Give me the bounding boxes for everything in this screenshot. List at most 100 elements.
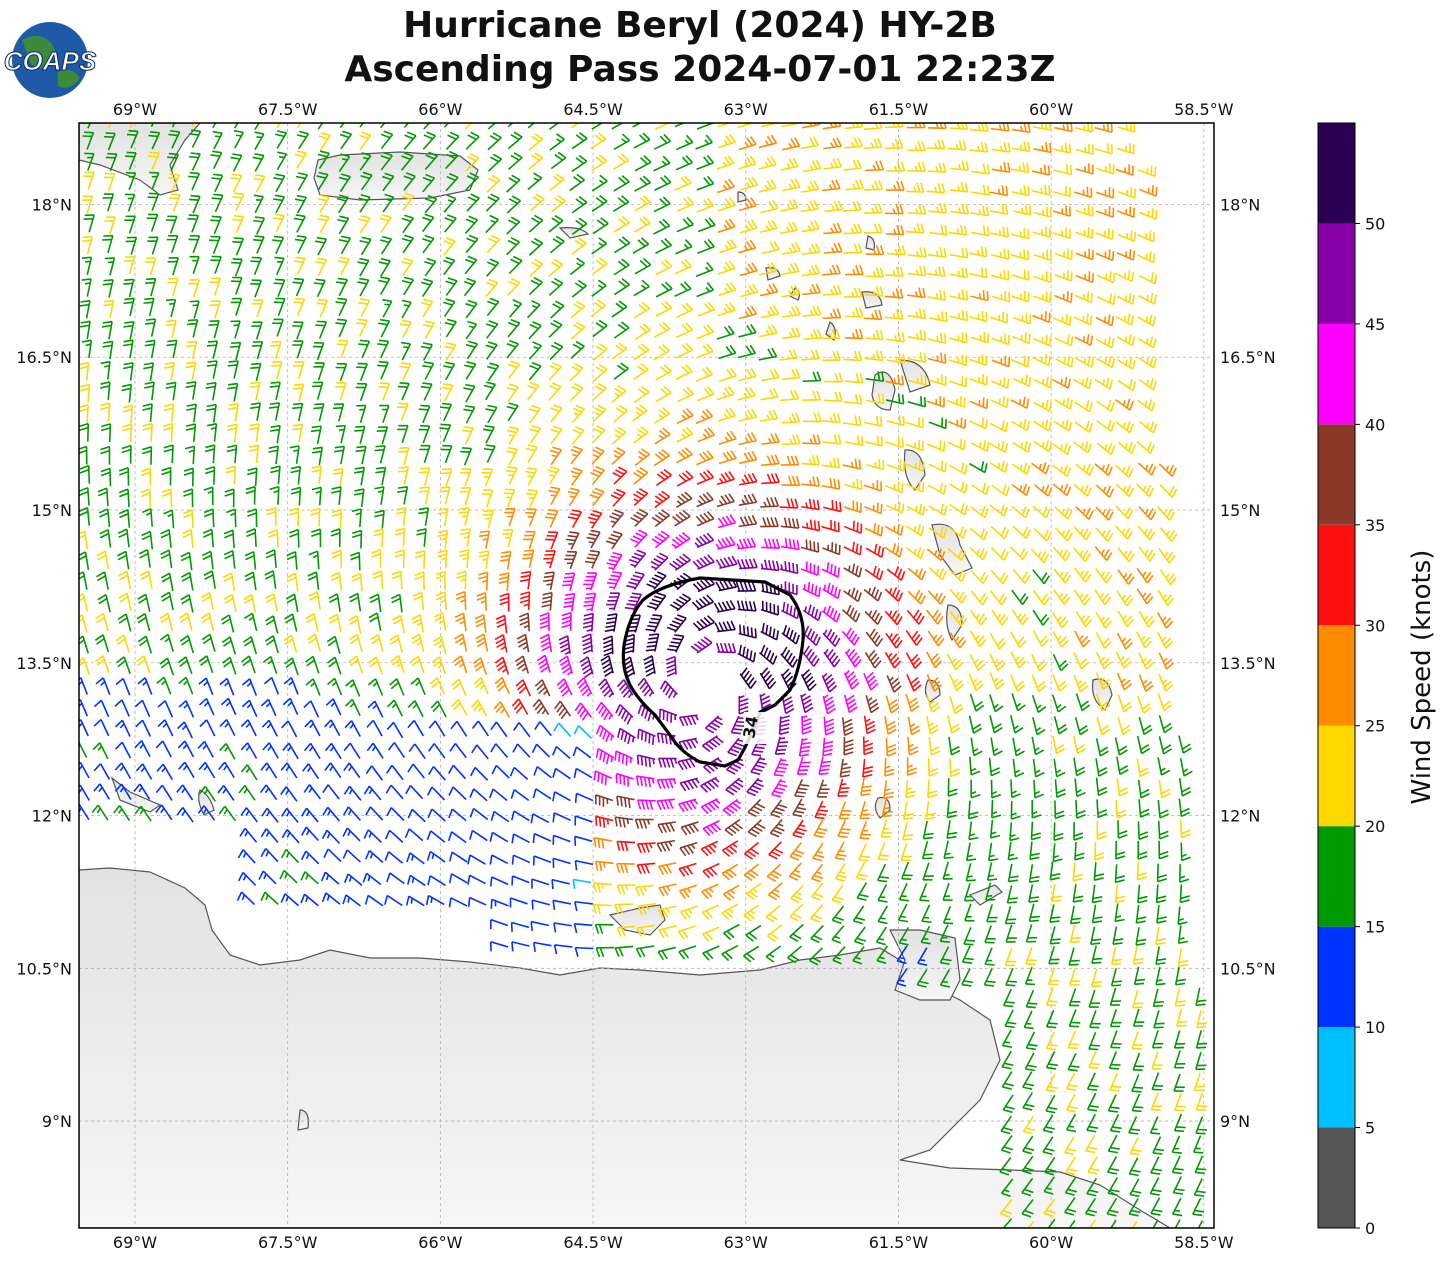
wind-barb — [294, 235, 307, 254]
wind-barb — [378, 318, 391, 338]
wind-barb — [675, 491, 693, 509]
colorbar-bin — [1318, 826, 1355, 927]
wind-barb — [1075, 205, 1094, 217]
wind-barb — [611, 123, 624, 130]
wind-barb — [946, 653, 963, 671]
wind-barb — [675, 134, 694, 151]
wind-barb — [1138, 716, 1153, 736]
wind-barb — [122, 423, 133, 443]
wind-barb — [716, 155, 735, 170]
wind-barb — [1115, 421, 1134, 434]
wind-barb — [485, 404, 498, 424]
wind-barb — [1054, 334, 1074, 347]
wind-barb — [81, 339, 93, 359]
wind-barb — [634, 195, 652, 212]
wind-barb — [739, 472, 758, 486]
wind-barb — [308, 550, 320, 570]
colorbar-bin — [1318, 725, 1355, 827]
wind-barb — [948, 375, 967, 388]
wind-barb — [928, 417, 947, 430]
wind-barb — [1052, 227, 1071, 240]
wind-barb — [626, 571, 645, 591]
wind-barb — [761, 241, 780, 255]
wind-barb — [440, 402, 453, 422]
wind-barb — [991, 484, 1010, 497]
wind-barb — [543, 550, 556, 569]
wind-barb — [336, 339, 349, 358]
wind-barb — [761, 454, 780, 467]
wind-barb — [141, 508, 154, 527]
wind-barb — [1011, 589, 1029, 606]
wind-barb — [801, 519, 821, 532]
wind-barb — [276, 151, 288, 171]
wind-barb — [645, 633, 660, 652]
wind-barb — [884, 716, 897, 735]
wind-barb — [611, 342, 628, 360]
wind-barb — [157, 719, 174, 737]
wind-barb — [355, 318, 368, 338]
wind-barb — [782, 305, 801, 318]
wind-barb — [970, 225, 990, 237]
wind-barb — [822, 628, 841, 647]
wind-barb — [548, 258, 563, 277]
wind-barb — [906, 460, 925, 473]
wind-barb — [335, 362, 348, 382]
wind-barb — [183, 467, 194, 487]
wind-barb — [907, 308, 927, 320]
wind-barb — [411, 614, 425, 633]
wind-barb — [1095, 506, 1114, 521]
wind-barb — [391, 570, 403, 590]
wind-barb — [907, 351, 927, 364]
wind-barb — [990, 546, 1010, 561]
wind-barb — [1073, 483, 1092, 497]
wind-barb — [740, 176, 759, 191]
wind-barb — [674, 258, 692, 275]
colorbar-tick-label: 35 — [1365, 516, 1385, 535]
wind-barb — [927, 247, 947, 258]
wind-barb — [584, 549, 601, 569]
wind-barb — [633, 132, 651, 149]
wind-barb — [1115, 525, 1134, 540]
wind-barb — [451, 698, 468, 716]
wind-barb — [1138, 546, 1156, 562]
wind-barb — [423, 123, 431, 130]
wind-barb — [864, 502, 883, 515]
wind-barb — [402, 192, 415, 212]
wind-barb — [225, 508, 237, 528]
wind-barb — [392, 614, 405, 634]
wind-barb — [802, 390, 821, 401]
logo-text: COAPS — [4, 46, 97, 76]
wind-barb — [1075, 506, 1094, 520]
wind-barb — [135, 719, 152, 737]
wind-barb — [823, 157, 842, 170]
wind-barb — [634, 216, 651, 233]
wind-barb — [96, 571, 109, 590]
wind-barb — [968, 246, 988, 258]
wind-barb — [226, 444, 238, 464]
wind-barb — [147, 192, 160, 211]
wind-barb — [81, 235, 93, 255]
wind-barb — [1033, 484, 1053, 497]
wind-barb — [122, 404, 134, 424]
wind-barb — [719, 238, 738, 254]
lat-tick-label: 10.5°N — [1220, 959, 1276, 978]
wind-barb — [143, 362, 155, 381]
wind-barb — [581, 633, 593, 655]
wind-barb — [844, 328, 864, 340]
wind-barb — [970, 569, 989, 585]
wind-barb — [675, 447, 693, 464]
wind-barb — [163, 361, 175, 381]
wind-barb — [220, 614, 235, 633]
wind-barb — [293, 297, 306, 317]
wind-barb — [243, 594, 257, 613]
wind-barb — [528, 320, 542, 340]
wind-barb — [312, 341, 325, 361]
wind-barb — [171, 123, 176, 128]
wind-barb — [102, 193, 115, 212]
wind-barb — [844, 307, 864, 318]
wind-barb — [199, 719, 216, 737]
wind-barb — [96, 550, 110, 570]
wind-barb — [459, 486, 472, 506]
wind-barb — [271, 360, 283, 380]
wind-barb — [582, 612, 594, 632]
